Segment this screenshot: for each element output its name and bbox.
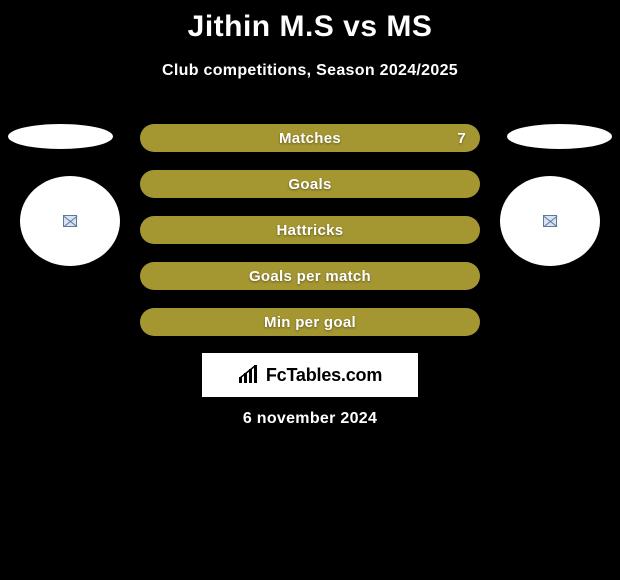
right-player-circle (500, 176, 600, 266)
stats-list: Matches 7 Goals Hattricks Goals per matc… (140, 124, 480, 354)
stat-row-matches: Matches 7 (140, 124, 480, 152)
stat-label: Hattricks (277, 222, 344, 239)
stat-row-min-per-goal: Min per goal (140, 308, 480, 336)
page-title: Jithin M.S vs MS (0, 0, 620, 44)
left-player-circle (20, 176, 120, 266)
left-ellipse (8, 124, 113, 149)
stat-label: Goals per match (249, 268, 371, 285)
brand-text: FcTables.com (266, 365, 382, 386)
subtitle: Club competitions, Season 2024/2025 (0, 62, 620, 80)
stat-row-goals-per-match: Goals per match (140, 262, 480, 290)
stat-row-hattricks: Hattricks (140, 216, 480, 244)
image-placeholder-icon (63, 215, 77, 227)
stat-label: Goals (288, 176, 331, 193)
right-ellipse (507, 124, 612, 149)
brand-box[interactable]: FcTables.com (202, 353, 418, 397)
date-label: 6 november 2024 (0, 410, 620, 428)
image-placeholder-icon (543, 215, 557, 227)
stat-value-right: 7 (457, 130, 466, 147)
stat-label: Matches (279, 130, 341, 147)
stat-label: Min per goal (264, 314, 356, 331)
stat-row-goals: Goals (140, 170, 480, 198)
chart-icon (238, 365, 262, 385)
